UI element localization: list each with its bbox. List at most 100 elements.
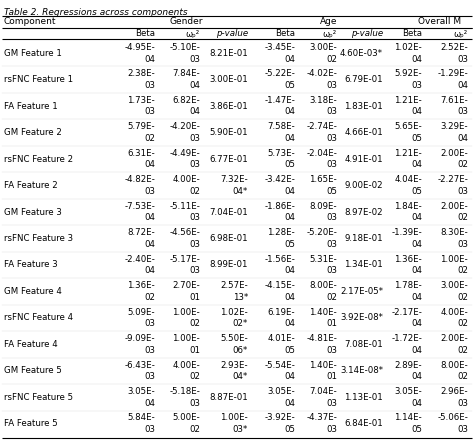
Text: -1.47E-: -1.47E-	[264, 96, 295, 105]
Text: 05: 05	[411, 425, 422, 434]
Text: 04: 04	[457, 81, 468, 90]
Text: -4.20E-: -4.20E-	[169, 122, 200, 131]
Text: 6.82E-: 6.82E-	[172, 96, 200, 105]
Text: 3.05E-: 3.05E-	[267, 387, 295, 396]
Text: 3.14E-08*: 3.14E-08*	[340, 366, 383, 376]
Text: 04: 04	[411, 54, 422, 64]
Text: 03: 03	[326, 425, 337, 434]
Text: 1.00E-: 1.00E-	[220, 413, 248, 422]
Text: 04: 04	[411, 266, 422, 275]
Text: 7.61E-: 7.61E-	[440, 96, 468, 105]
Text: 04: 04	[144, 399, 155, 408]
Text: 03: 03	[144, 319, 155, 328]
Text: FA Feature 1: FA Feature 1	[4, 102, 58, 111]
Text: 6.19E-: 6.19E-	[267, 308, 295, 317]
Text: 01: 01	[189, 346, 200, 355]
Text: 03: 03	[457, 187, 468, 196]
Text: rsFNC Feature 4: rsFNC Feature 4	[4, 314, 73, 322]
Text: 6.77E-01: 6.77E-01	[209, 155, 248, 164]
Text: 5.84E-: 5.84E-	[127, 413, 155, 422]
Text: 04: 04	[411, 107, 422, 116]
Text: 05: 05	[284, 240, 295, 249]
Text: 03: 03	[189, 240, 200, 249]
Text: 1.00E-: 1.00E-	[440, 255, 468, 264]
Text: 05: 05	[411, 134, 422, 143]
Text: -4.02E-: -4.02E-	[306, 70, 337, 78]
Text: 03: 03	[411, 81, 422, 90]
Text: 3.00E-01: 3.00E-01	[209, 75, 248, 84]
Text: 01: 01	[326, 372, 337, 381]
Text: 04: 04	[411, 372, 422, 381]
Text: 5.31E-: 5.31E-	[309, 255, 337, 264]
Text: 03: 03	[326, 240, 337, 249]
Text: 01: 01	[189, 293, 200, 302]
Text: 2.89E-: 2.89E-	[394, 360, 422, 369]
Text: FA Feature 4: FA Feature 4	[4, 340, 58, 349]
Text: -9.09E-: -9.09E-	[124, 334, 155, 343]
Text: 8.21E-01: 8.21E-01	[209, 49, 248, 58]
Text: rsFNC Feature 5: rsFNC Feature 5	[4, 393, 73, 402]
Text: 8.09E-: 8.09E-	[310, 202, 337, 211]
Text: 4.01E-: 4.01E-	[267, 334, 295, 343]
Text: 02: 02	[189, 319, 200, 328]
Text: 8.99E-01: 8.99E-01	[210, 260, 248, 269]
Text: Age: Age	[320, 17, 338, 25]
Text: 1.34E-01: 1.34E-01	[344, 260, 383, 269]
Text: 8.00E-: 8.00E-	[440, 360, 468, 369]
Text: 8.00E-: 8.00E-	[309, 281, 337, 290]
Text: -5.06E-: -5.06E-	[437, 413, 468, 422]
Text: 7.58E-: 7.58E-	[267, 122, 295, 131]
Text: 05: 05	[284, 81, 295, 90]
Text: Component: Component	[4, 17, 56, 25]
Text: -5.10E-: -5.10E-	[169, 43, 200, 52]
Text: 7.04E-: 7.04E-	[309, 387, 337, 396]
Text: 02: 02	[189, 425, 200, 434]
Text: 9.00E-02: 9.00E-02	[345, 181, 383, 190]
Text: 5.50E-: 5.50E-	[220, 334, 248, 343]
Text: 04: 04	[411, 240, 422, 249]
Text: p-value: p-value	[351, 29, 383, 38]
Text: -4.56E-: -4.56E-	[169, 228, 200, 237]
Text: ωₚ²: ωₚ²	[323, 29, 337, 38]
Text: 1.73E-: 1.73E-	[127, 96, 155, 105]
Text: Beta: Beta	[135, 29, 155, 38]
Text: 03: 03	[189, 161, 200, 169]
Text: 1.36E-: 1.36E-	[127, 281, 155, 290]
Text: GM Feature 2: GM Feature 2	[4, 128, 62, 137]
Text: 1.13E-01: 1.13E-01	[344, 393, 383, 402]
Text: -5.17E-: -5.17E-	[169, 255, 200, 264]
Text: 05: 05	[284, 425, 295, 434]
Text: -4.81E-: -4.81E-	[306, 334, 337, 343]
Text: -1.56E-: -1.56E-	[264, 255, 295, 264]
Text: 02: 02	[326, 293, 337, 302]
Text: -5.54E-: -5.54E-	[264, 360, 295, 369]
Text: 03: 03	[189, 54, 200, 64]
Text: Beta: Beta	[275, 29, 295, 38]
Text: GM Feature 4: GM Feature 4	[4, 287, 62, 296]
Text: -5.22E-: -5.22E-	[264, 70, 295, 78]
Text: 05: 05	[284, 346, 295, 355]
Text: 4.00E-: 4.00E-	[172, 175, 200, 184]
Text: 04: 04	[284, 213, 295, 223]
Text: 2.00E-: 2.00E-	[440, 149, 468, 158]
Text: 03: 03	[457, 240, 468, 249]
Text: 03: 03	[326, 81, 337, 90]
Text: 03: 03	[457, 399, 468, 408]
Text: FA Feature 5: FA Feature 5	[4, 419, 58, 428]
Text: 1.21E-: 1.21E-	[394, 149, 422, 158]
Text: 1.02E-: 1.02E-	[220, 308, 248, 317]
Text: 8.30E-: 8.30E-	[440, 228, 468, 237]
Text: 3.92E-08*: 3.92E-08*	[340, 314, 383, 322]
Text: 02: 02	[457, 161, 468, 169]
Text: 8.97E-02: 8.97E-02	[345, 207, 383, 217]
Text: 5.90E-01: 5.90E-01	[210, 128, 248, 137]
Text: -7.53E-: -7.53E-	[124, 202, 155, 211]
Text: 7.08E-01: 7.08E-01	[344, 340, 383, 349]
Text: 6.79E-01: 6.79E-01	[345, 75, 383, 84]
Text: 04: 04	[457, 134, 468, 143]
Text: 02: 02	[189, 372, 200, 381]
Text: 05: 05	[411, 187, 422, 196]
Text: 03: 03	[144, 372, 155, 381]
Text: 02: 02	[144, 134, 155, 143]
Text: 03: 03	[144, 107, 155, 116]
